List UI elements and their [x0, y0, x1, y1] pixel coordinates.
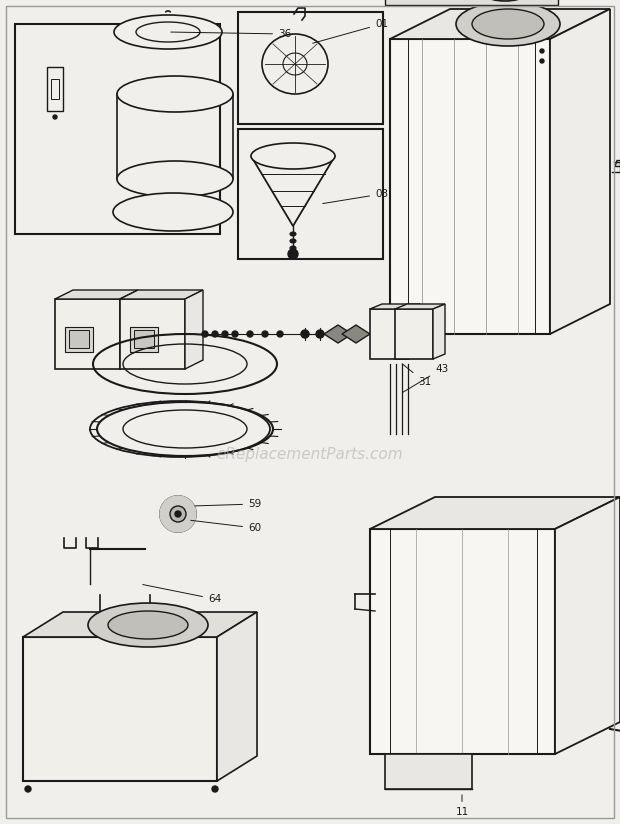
Polygon shape	[395, 304, 445, 309]
Bar	[130, 327, 158, 352]
Circle shape	[160, 496, 196, 532]
Ellipse shape	[251, 143, 335, 169]
Polygon shape	[185, 290, 203, 369]
Circle shape	[202, 331, 208, 337]
Ellipse shape	[456, 2, 560, 46]
Circle shape	[53, 115, 57, 119]
Polygon shape	[120, 290, 203, 299]
Circle shape	[25, 786, 31, 792]
Circle shape	[540, 49, 544, 53]
Ellipse shape	[160, 496, 196, 532]
Bar	[69, 330, 89, 348]
Polygon shape	[120, 299, 185, 369]
Circle shape	[247, 331, 253, 337]
Circle shape	[212, 331, 218, 337]
Polygon shape	[390, 9, 610, 39]
Polygon shape	[23, 637, 217, 781]
Circle shape	[316, 330, 324, 338]
Bar	[134, 330, 154, 348]
Polygon shape	[615, 161, 620, 166]
Polygon shape	[550, 9, 610, 334]
Circle shape	[222, 331, 228, 337]
Polygon shape	[385, 754, 472, 789]
Circle shape	[277, 331, 283, 337]
Ellipse shape	[113, 193, 233, 231]
Ellipse shape	[114, 15, 222, 49]
Polygon shape	[23, 612, 257, 637]
Ellipse shape	[290, 246, 296, 250]
Circle shape	[540, 59, 544, 63]
Text: 59: 59	[195, 499, 261, 509]
Polygon shape	[120, 290, 138, 369]
Ellipse shape	[117, 161, 233, 197]
Bar	[238, 12, 383, 124]
Circle shape	[175, 511, 181, 517]
Polygon shape	[370, 529, 555, 754]
Ellipse shape	[108, 611, 188, 639]
Polygon shape	[55, 290, 138, 299]
Polygon shape	[370, 304, 420, 309]
Ellipse shape	[290, 232, 296, 236]
Bar	[238, 129, 383, 259]
Text: 11: 11	[455, 795, 469, 817]
Text: 01: 01	[312, 19, 388, 43]
Bar	[51, 79, 59, 99]
Text: 36: 36	[170, 29, 291, 39]
Polygon shape	[385, 0, 558, 5]
Ellipse shape	[117, 76, 233, 112]
Circle shape	[212, 786, 218, 792]
Bar	[15, 24, 220, 234]
Text: 03: 03	[323, 189, 388, 204]
Polygon shape	[395, 309, 433, 359]
Ellipse shape	[136, 22, 200, 42]
Text: eReplacementParts.com: eReplacementParts.com	[216, 447, 404, 461]
Polygon shape	[324, 325, 352, 343]
Circle shape	[301, 330, 309, 338]
Polygon shape	[47, 67, 63, 111]
Ellipse shape	[470, 0, 540, 1]
Ellipse shape	[290, 239, 296, 243]
Polygon shape	[433, 304, 445, 359]
Polygon shape	[55, 299, 120, 369]
Text: 43: 43	[402, 364, 448, 392]
Ellipse shape	[88, 603, 208, 647]
Polygon shape	[555, 497, 620, 754]
Polygon shape	[408, 304, 420, 359]
Text: 31: 31	[402, 363, 432, 387]
Circle shape	[232, 331, 238, 337]
Circle shape	[262, 331, 268, 337]
Polygon shape	[370, 309, 408, 359]
Text: 64: 64	[143, 584, 221, 604]
Polygon shape	[217, 612, 257, 781]
Text: 60: 60	[191, 520, 261, 533]
Ellipse shape	[170, 506, 186, 522]
Bar	[65, 327, 93, 352]
Ellipse shape	[472, 9, 544, 39]
Polygon shape	[370, 497, 620, 529]
Circle shape	[288, 249, 298, 259]
Polygon shape	[390, 39, 550, 334]
Polygon shape	[342, 325, 370, 343]
